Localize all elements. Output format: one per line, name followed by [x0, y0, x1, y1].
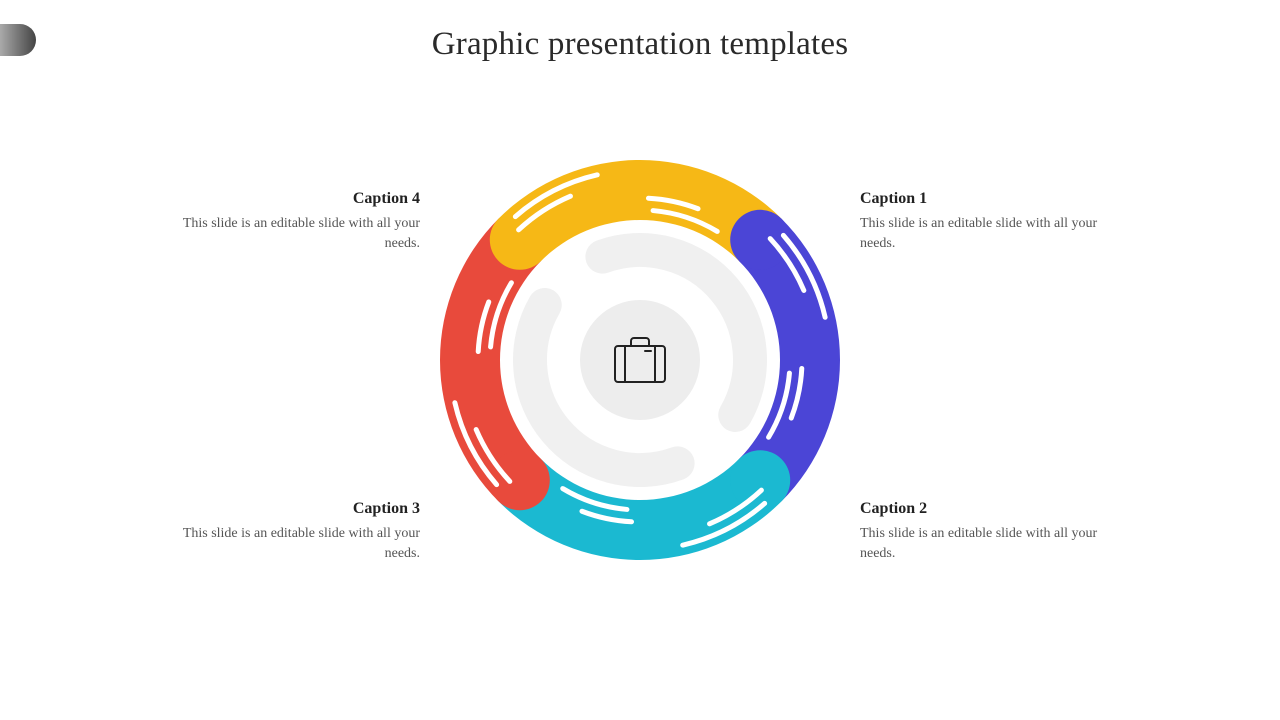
- caption-2-desc: This slide is an editable slide with all…: [860, 524, 1100, 563]
- caption-4: Caption 4 This slide is an editable slid…: [180, 190, 420, 253]
- caption-2: Caption 2 This slide is an editable slid…: [860, 500, 1100, 563]
- caption-4-title: Caption 4: [180, 190, 420, 208]
- caption-3-desc: This slide is an editable slide with all…: [180, 524, 420, 563]
- center-circle: [580, 300, 700, 420]
- caption-1-title: Caption 1: [860, 190, 1100, 208]
- ring-diagram: [440, 160, 840, 560]
- caption-1-desc: This slide is an editable slide with all…: [860, 214, 1100, 253]
- caption-3-title: Caption 3: [180, 500, 420, 518]
- caption-4-desc: This slide is an editable slide with all…: [180, 214, 420, 253]
- page-title: Graphic presentation templates: [0, 26, 1280, 63]
- caption-1: Caption 1 This slide is an editable slid…: [860, 190, 1100, 253]
- caption-3: Caption 3 This slide is an editable slid…: [180, 500, 420, 563]
- caption-2-title: Caption 2: [860, 500, 1100, 518]
- briefcase-icon: [613, 336, 667, 384]
